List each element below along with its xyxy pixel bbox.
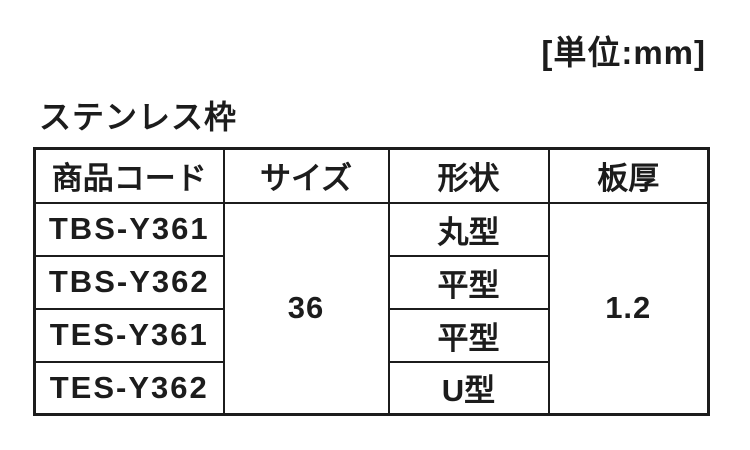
table-row: TBS-Y362 平型 xyxy=(33,254,709,310)
size-merged-cell: 36 xyxy=(222,201,390,416)
section-title: ステンレス枠 xyxy=(39,99,238,135)
product-code-cell: TBS-Y362 xyxy=(33,254,225,310)
table-row: TES-Y361 平型 xyxy=(33,307,709,363)
table-row: TBS-Y361 36 丸型 1.2 xyxy=(33,201,710,416)
shape-cell: 平型 xyxy=(387,307,550,363)
header-cell-size: サイズ xyxy=(222,147,390,204)
shape-cell: 丸型 xyxy=(387,201,550,257)
spec-table: 商品コード サイズ 形状 板厚 TBS-Y361 36 丸型 1.2 TBS-Y… xyxy=(33,147,710,416)
header-cell-shape: 形状 xyxy=(387,147,550,204)
header-cell-product-code: 商品コード xyxy=(33,147,225,204)
header-cell-thickness: 板厚 xyxy=(547,147,710,204)
product-code-cell: TBS-Y361 xyxy=(33,201,225,257)
shape-cell: U型 xyxy=(387,360,550,416)
table-row: TES-Y362 U型 xyxy=(33,360,709,416)
product-code-cell: TES-Y362 xyxy=(33,360,225,416)
unit-note: [単位:mm] xyxy=(541,34,706,71)
thickness-merged-cell: 1.2 xyxy=(547,201,710,416)
product-code-cell: TES-Y361 xyxy=(33,307,225,363)
header-row: 商品コード サイズ 形状 板厚 xyxy=(33,147,710,204)
shape-cell: 平型 xyxy=(387,254,550,310)
